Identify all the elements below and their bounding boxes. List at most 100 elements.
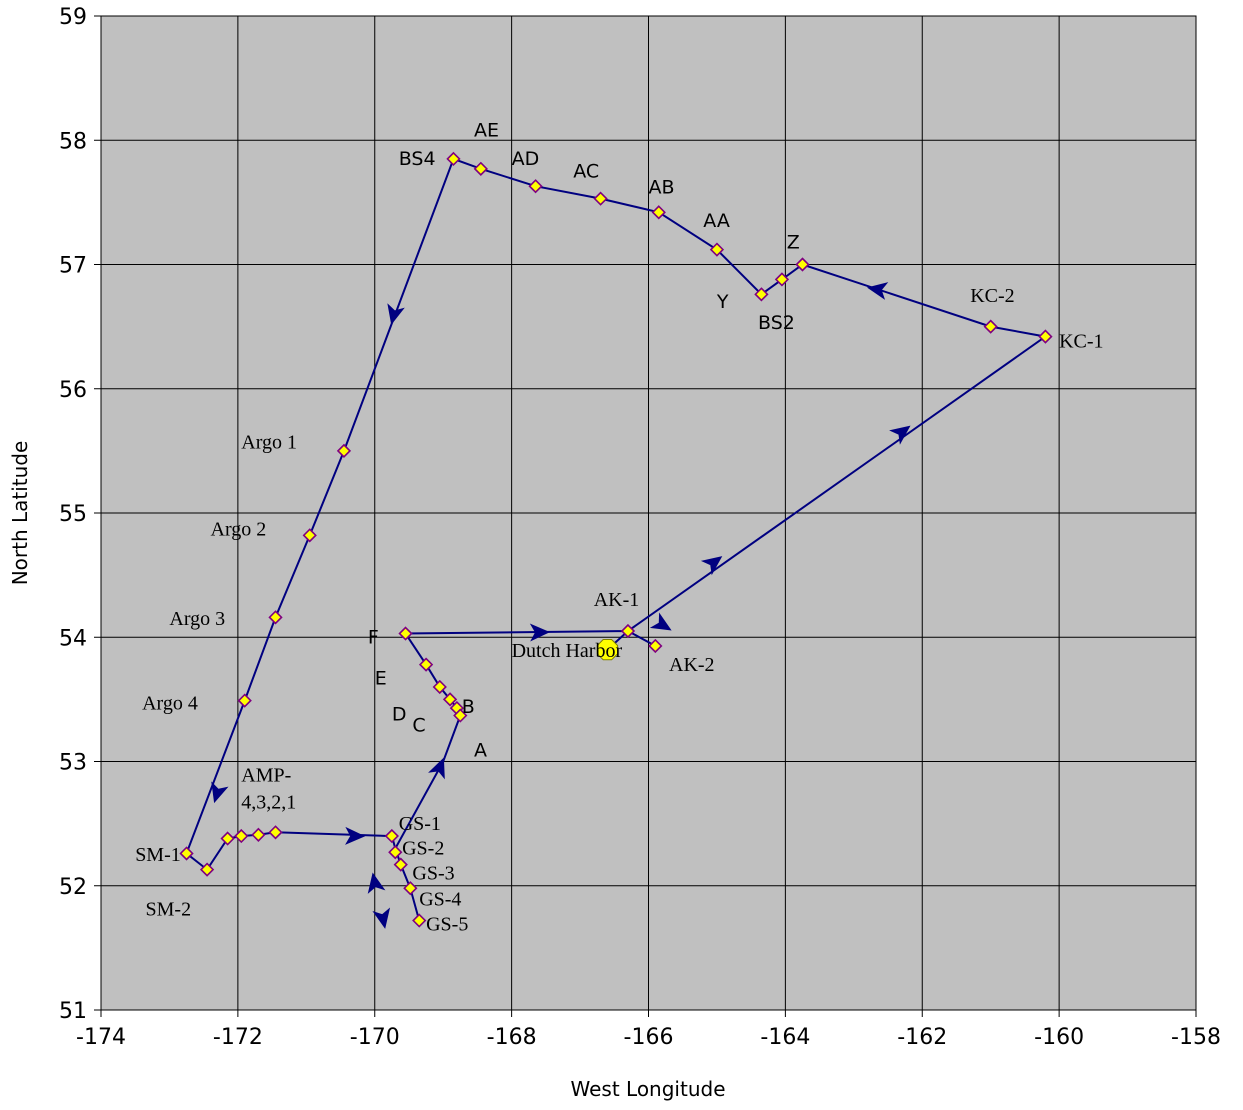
station-marker — [528, 179, 543, 194]
x-tick-label: -162 — [897, 1025, 947, 1050]
station-label: Z — [787, 231, 800, 253]
station-label: AK-1 — [594, 589, 640, 611]
direction-arrow — [889, 425, 911, 445]
station-label: AMP- — [241, 764, 291, 786]
station-label: Argo 1 — [241, 431, 297, 453]
station-label: B — [462, 696, 475, 718]
station-label: SM-2 — [146, 899, 192, 921]
x-axis-title: West Longitude — [571, 1077, 726, 1101]
station-marker — [179, 846, 194, 861]
station-marker — [442, 692, 458, 707]
dutch-harbor-marker — [596, 639, 619, 661]
y-tick-label: 57 — [59, 254, 87, 279]
axis-ticks: -174 -172 -170 -168 -166 -164 -162 -160 -158 51 52… — [59, 5, 1221, 1050]
station-marker — [220, 831, 235, 846]
station-label: SM-1 — [135, 844, 181, 866]
station-marker — [268, 825, 283, 840]
station-label: C — [412, 715, 425, 737]
station-label: AK-2 — [669, 654, 715, 676]
station-label: AC — [573, 161, 599, 183]
station-label: BS4 — [399, 148, 436, 170]
direction-arrow — [529, 623, 550, 642]
x-tick-label: -158 — [1171, 1025, 1221, 1050]
direction-arrow — [367, 872, 386, 894]
station-label: KC-2 — [970, 285, 1014, 307]
x-tick-label: -160 — [1034, 1025, 1084, 1050]
station-marker — [237, 693, 252, 708]
station-label: A — [474, 740, 487, 762]
direction-arrow — [649, 612, 672, 631]
station-marker — [412, 913, 427, 928]
station-marker — [393, 857, 408, 872]
station-marker — [648, 638, 663, 654]
direction-arrow — [345, 826, 366, 845]
station-label: AE — [474, 120, 499, 142]
station-label: Argo 2 — [211, 518, 267, 540]
x-tick-label: -164 — [760, 1025, 810, 1050]
station-label: GS-3 — [412, 863, 454, 885]
station-marker — [432, 679, 447, 695]
station-marker — [1038, 329, 1053, 344]
station-marker — [620, 623, 636, 639]
direction-arrow — [700, 556, 723, 576]
station-label: Y — [716, 291, 729, 313]
station-label: D — [392, 704, 407, 726]
y-tick-label: 56 — [59, 378, 87, 403]
station-marker — [453, 708, 468, 723]
station-marker — [754, 287, 769, 302]
grid-lines — [101, 16, 1196, 1010]
station-marker — [418, 657, 434, 672]
station-marker — [234, 828, 249, 844]
station-label: GS-1 — [399, 813, 441, 835]
y-tick-label: 55 — [59, 502, 87, 527]
station-label: GS-4 — [419, 889, 461, 911]
y-axis-title: North Latitude — [8, 441, 32, 586]
station-marker — [709, 242, 725, 257]
y-tick-label: 54 — [59, 626, 87, 651]
station-label: F — [368, 627, 379, 649]
station-label: GS-2 — [402, 838, 444, 860]
station-label: Argo 4 — [142, 692, 198, 714]
y-tick-label: 58 — [59, 129, 87, 154]
station-label: E — [375, 668, 387, 690]
station-label: BS2 — [758, 312, 795, 334]
station-marker — [403, 881, 418, 896]
direction-arrow — [211, 781, 229, 804]
station-marker — [384, 828, 399, 844]
station-label: GS-5 — [426, 914, 468, 936]
x-tick-label: -168 — [487, 1025, 537, 1050]
station-marker — [336, 443, 352, 459]
y-tick-label: 52 — [59, 875, 87, 900]
station-marker — [983, 319, 998, 334]
station-marker — [199, 862, 215, 877]
direction-arrow — [866, 282, 889, 300]
station-marker — [651, 205, 666, 220]
x-tick-label: -172 — [213, 1025, 263, 1050]
station-label: Dutch Harbor — [512, 640, 623, 662]
y-tick-label: 53 — [59, 751, 87, 776]
x-tick-label: -166 — [624, 1025, 674, 1050]
station-marker — [593, 191, 608, 206]
direction-arrow — [428, 757, 445, 780]
station-marker — [268, 610, 283, 625]
direction-arrow — [372, 907, 391, 929]
station-marker — [388, 845, 403, 860]
x-tick-label: -170 — [350, 1025, 400, 1050]
station-label: AB — [649, 177, 675, 199]
direction-arrow — [387, 303, 405, 325]
y-tick-label: 59 — [59, 5, 87, 30]
station-marker — [302, 528, 317, 543]
direction-arrows — [211, 282, 911, 929]
station-marker — [251, 827, 266, 842]
station-label: AD — [512, 148, 540, 170]
station-label: KC-1 — [1059, 331, 1103, 353]
station-marker — [398, 626, 413, 641]
station-label: AA — [703, 210, 730, 232]
station-markers — [179, 151, 1053, 928]
station-marker — [473, 161, 488, 176]
station-marker — [774, 272, 790, 287]
station-label: 4,3,2,1 — [241, 792, 296, 814]
station-marker — [795, 257, 810, 272]
